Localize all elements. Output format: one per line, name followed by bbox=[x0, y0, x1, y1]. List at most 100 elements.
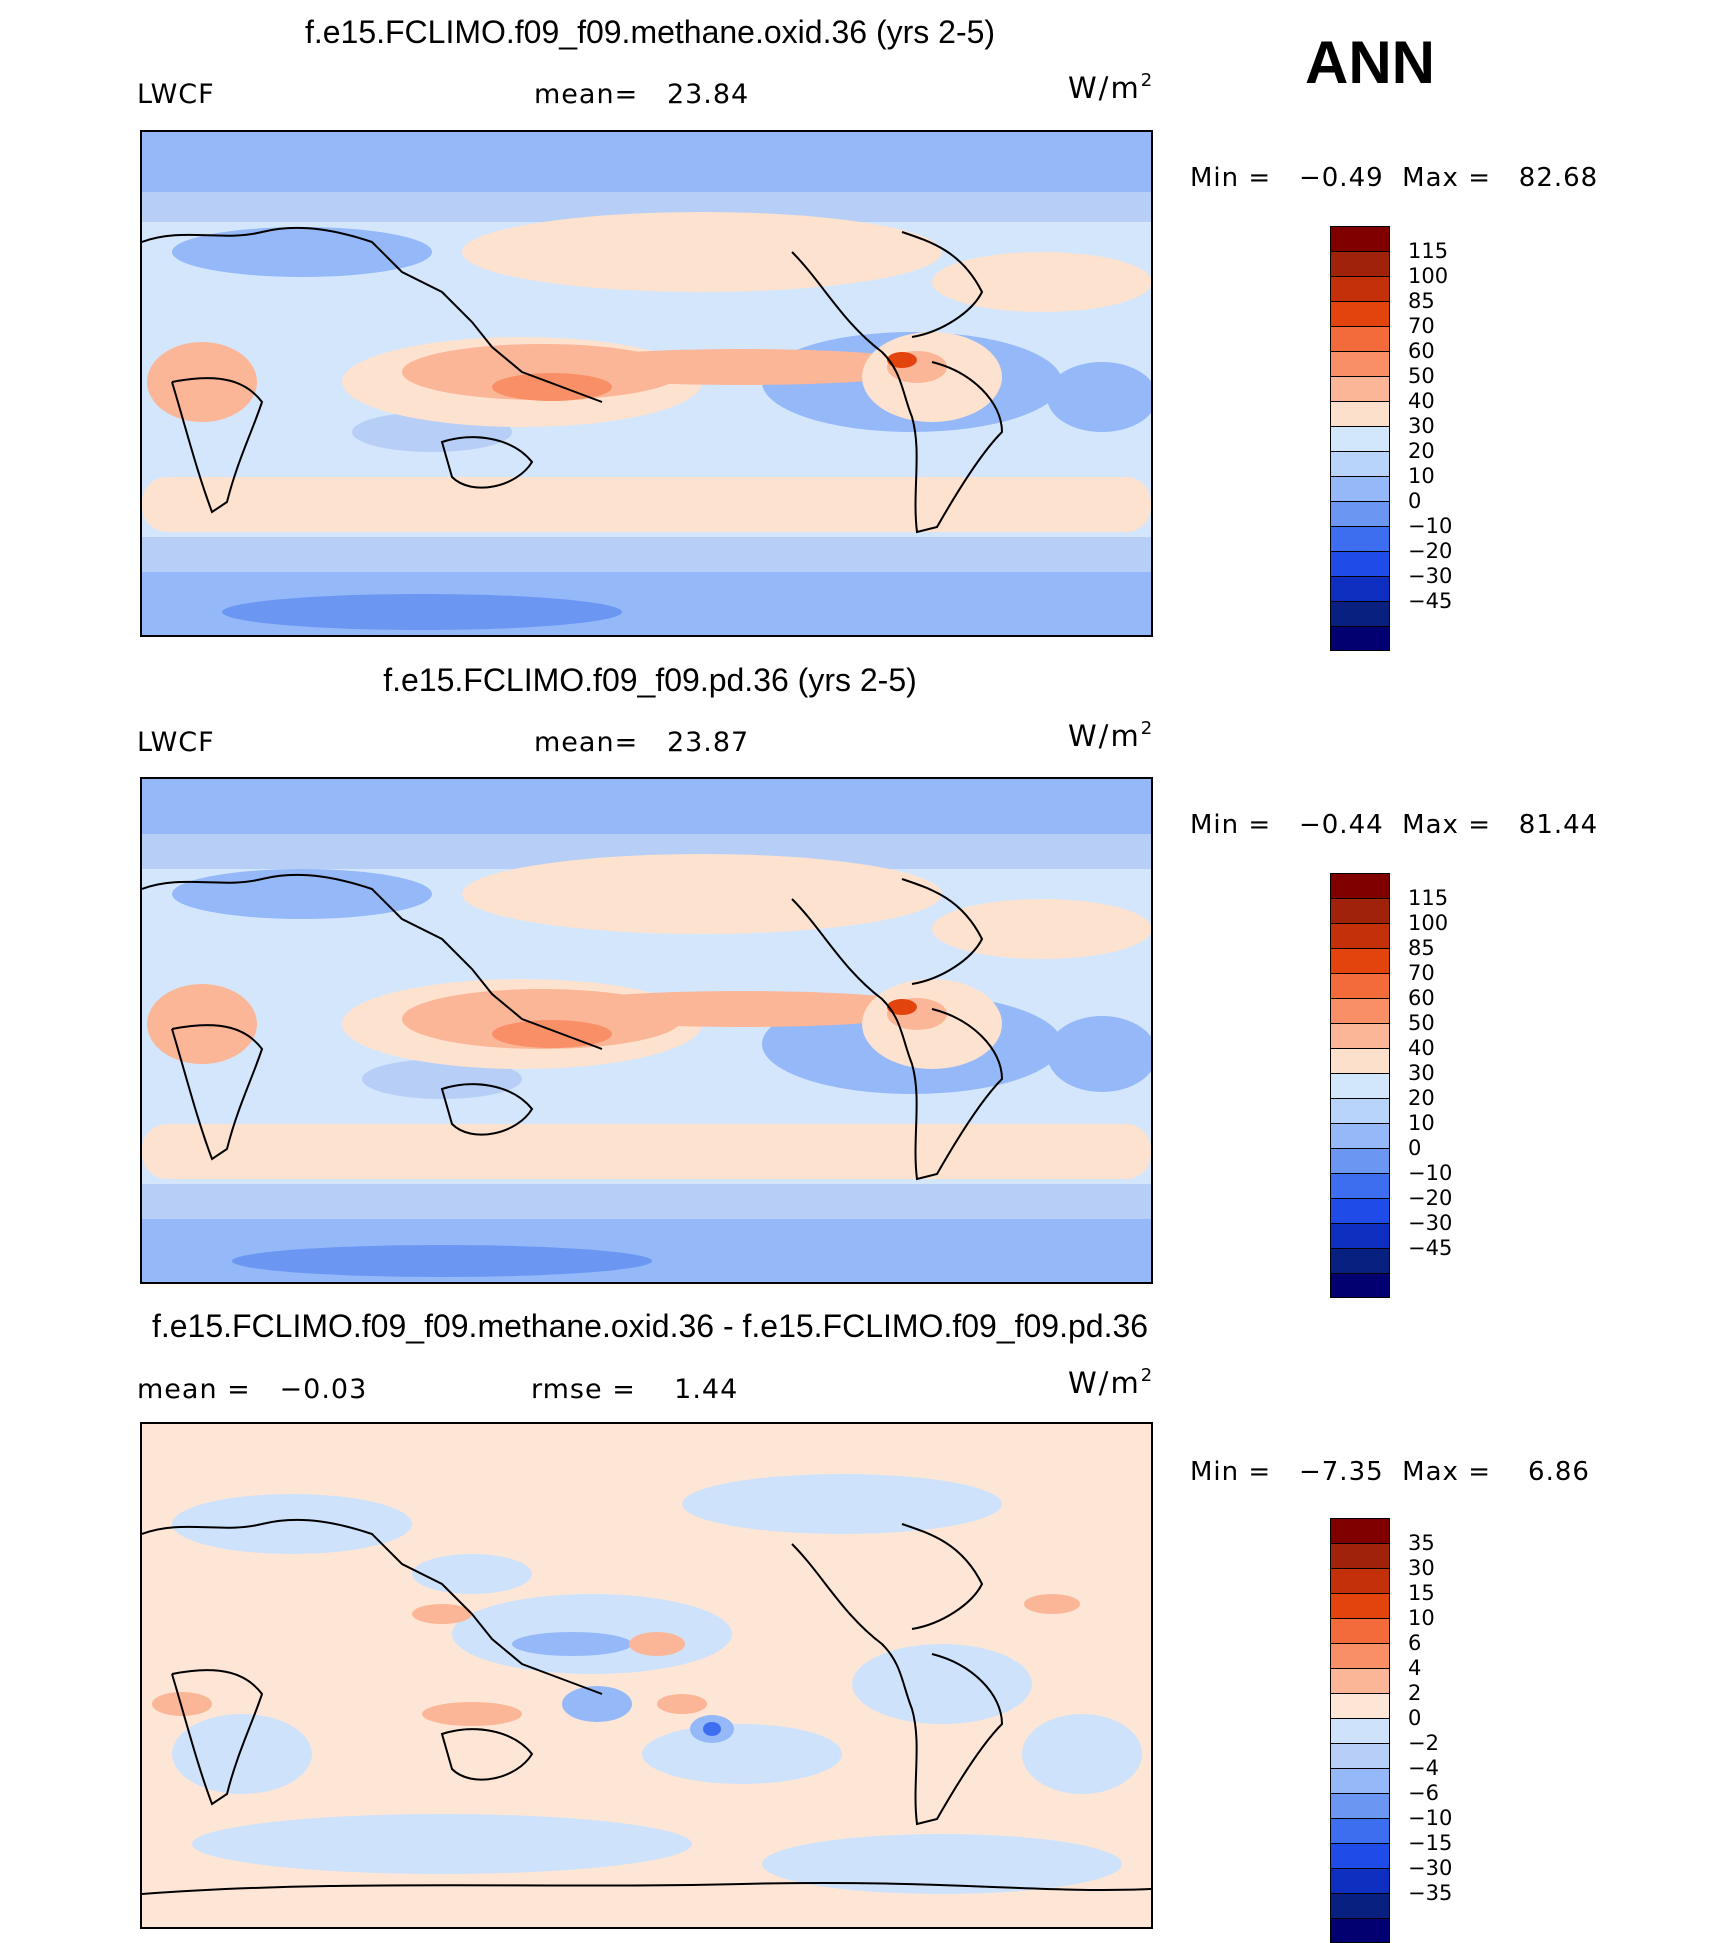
colorbar-segment bbox=[1330, 923, 1390, 948]
colorbar-segment bbox=[1330, 1023, 1390, 1048]
s-atlantic-low bbox=[1047, 1016, 1151, 1092]
panel1-minmax: Min = −0.49 Max = 82.68 bbox=[1190, 163, 1599, 193]
season-label: ANN bbox=[1305, 29, 1435, 96]
north-pacific-storm-track bbox=[462, 854, 942, 934]
southern-storm-track bbox=[142, 1124, 1151, 1179]
colorbar-segment bbox=[1330, 973, 1390, 998]
panel1-title: f.e15.FCLIMO.f09_f09.methane.oxid.36 (yr… bbox=[304, 14, 996, 50]
colorbar-tick-label: 30 bbox=[1408, 1556, 1435, 1580]
colorbar-segment bbox=[1330, 1718, 1390, 1743]
colorbar-tick-label: −4 bbox=[1408, 1756, 1439, 1780]
panel2-units: W/m2 bbox=[1068, 718, 1153, 753]
strong-negative-patches bbox=[512, 1632, 734, 1743]
colorbar-segment bbox=[1330, 301, 1390, 326]
colorbar-tick-label: 60 bbox=[1408, 986, 1435, 1010]
colorbar-tick-label: 0 bbox=[1408, 1136, 1422, 1160]
panel3-minmax: Min = −7.35 Max = 6.86 bbox=[1190, 1457, 1590, 1487]
colorbar-segment bbox=[1330, 1223, 1390, 1248]
arctic-band bbox=[142, 132, 1151, 192]
colorbar-segment bbox=[1330, 1173, 1390, 1198]
colorbar-segment bbox=[1330, 1668, 1390, 1693]
panel1-variable-label: LWCF bbox=[137, 79, 215, 110]
colorbar-segment bbox=[1330, 1593, 1390, 1618]
colorbar-tick-label: −10 bbox=[1408, 1806, 1453, 1830]
colorbar-segment bbox=[1330, 1518, 1390, 1543]
colorbar-segment bbox=[1330, 476, 1390, 501]
maritime-continent-max bbox=[492, 373, 612, 401]
colorbar-segment bbox=[1330, 1893, 1390, 1918]
maritime-continent-max bbox=[492, 1020, 612, 1048]
colorbar-segment bbox=[1330, 1918, 1390, 1943]
colorbar-segment bbox=[1330, 1098, 1390, 1123]
colorbar-tick-label: 115 bbox=[1408, 239, 1449, 263]
colorbar-segment bbox=[1330, 898, 1390, 923]
colorbar-tick-label: 100 bbox=[1408, 264, 1449, 288]
colorbar-segment bbox=[1330, 351, 1390, 376]
colorbar-tick-label: −30 bbox=[1408, 1856, 1453, 1880]
south-midlat-band bbox=[142, 1184, 1151, 1219]
colorbar-tick-label: −10 bbox=[1408, 1161, 1453, 1185]
panel3-rmse-label: rmse = 1.44 bbox=[531, 1374, 739, 1405]
colorbar-tick-label: 50 bbox=[1408, 1011, 1435, 1035]
colorbar-segment bbox=[1330, 1693, 1390, 1718]
panel3-map bbox=[140, 1422, 1153, 1929]
panel2-map-svg bbox=[142, 779, 1151, 1282]
panel3-map-svg bbox=[142, 1424, 1151, 1927]
indo-pacific-convection bbox=[402, 344, 682, 400]
colorbar-segment bbox=[1330, 376, 1390, 401]
colorbar-segment bbox=[1330, 251, 1390, 276]
colorbar-tick-label: 0 bbox=[1408, 1706, 1422, 1730]
panel1-mean-label: mean= 23.84 bbox=[534, 79, 750, 110]
panel2-map bbox=[140, 777, 1153, 1284]
panel1-units: W/m2 bbox=[1068, 70, 1153, 105]
colorbar-segment bbox=[1330, 526, 1390, 551]
colorbar-tick-label: 15 bbox=[1408, 1581, 1435, 1605]
panel2-title: f.e15.FCLIMO.f09_f09.pd.36 (yrs 2-5) bbox=[383, 662, 917, 698]
colorbar-segment bbox=[1330, 1793, 1390, 1818]
colorbar-tick-label: 70 bbox=[1408, 961, 1435, 985]
colorbar-tick-label: 4 bbox=[1408, 1656, 1422, 1680]
colorbar-tick-label: 20 bbox=[1408, 439, 1435, 463]
colorbar-tick-label: 6 bbox=[1408, 1631, 1422, 1655]
colorbar-segment bbox=[1330, 276, 1390, 301]
panel1-map-svg bbox=[142, 132, 1151, 635]
panel2-variable-label: LWCF bbox=[137, 727, 215, 758]
colorbar-segment bbox=[1330, 1123, 1390, 1148]
colorbar-segment bbox=[1330, 1248, 1390, 1273]
colorbar-segment bbox=[1330, 1543, 1390, 1568]
panel3-mean-label: mean = −0.03 bbox=[137, 1374, 368, 1405]
colorbar-segment bbox=[1330, 576, 1390, 601]
colorbar-segment bbox=[1330, 998, 1390, 1023]
colorbar-tick-label: 100 bbox=[1408, 911, 1449, 935]
colombia-max bbox=[887, 352, 917, 368]
colorbar-tick-label: 40 bbox=[1408, 389, 1435, 413]
colorbar-tick-label: 2 bbox=[1408, 1681, 1422, 1705]
central-africa-convection bbox=[147, 984, 257, 1064]
colombia-max bbox=[887, 999, 917, 1015]
colorbar-tick-label: −15 bbox=[1408, 1831, 1453, 1855]
colorbar-tick-label: 60 bbox=[1408, 339, 1435, 363]
north-atlantic-storm-track bbox=[932, 899, 1151, 959]
panel2-mean-label: mean= 23.87 bbox=[534, 727, 750, 758]
colorbar-segment bbox=[1330, 1568, 1390, 1593]
panel2-minmax: Min = −0.44 Max = 81.44 bbox=[1190, 810, 1599, 840]
positive-anomaly-patches bbox=[152, 1594, 1080, 1726]
colorbar-segment bbox=[1330, 1868, 1390, 1893]
colorbar-segment bbox=[1330, 1198, 1390, 1223]
antarctic-low bbox=[232, 1245, 652, 1277]
colorbar-segment bbox=[1330, 601, 1390, 626]
colorbar-segment bbox=[1330, 1743, 1390, 1768]
antarctic-low bbox=[222, 594, 622, 630]
colorbar-segment bbox=[1330, 873, 1390, 898]
colorbar-segment bbox=[1330, 326, 1390, 351]
colorbar-segment bbox=[1330, 226, 1390, 251]
central-africa-convection bbox=[147, 342, 257, 422]
colorbar-tick-label: −35 bbox=[1408, 1881, 1453, 1905]
coastlines bbox=[142, 1518, 1151, 1895]
colorbar-tick-label: −30 bbox=[1408, 564, 1453, 588]
north-pacific-storm-track bbox=[462, 212, 942, 292]
colorbar-segment bbox=[1330, 426, 1390, 451]
colorbar-tick-label: 40 bbox=[1408, 1036, 1435, 1060]
colorbar-tick-label: 35 bbox=[1408, 1531, 1435, 1555]
colorbar-tick-label: 70 bbox=[1408, 314, 1435, 338]
